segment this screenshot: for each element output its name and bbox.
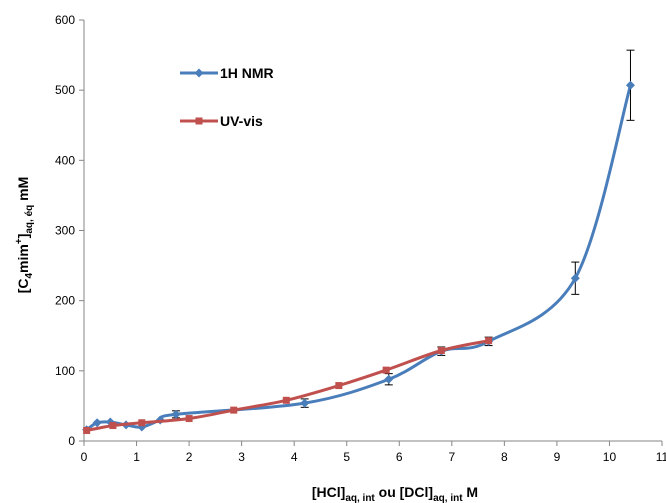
data-point	[437, 346, 445, 354]
series-nmr	[82, 49, 635, 435]
series-line	[85, 339, 491, 432]
x-tick-label: 0	[81, 450, 88, 464]
legend-label: UV-vis	[220, 113, 263, 129]
x-tick-label: 10	[603, 450, 617, 464]
legend-item: 1H NMR	[180, 65, 274, 81]
x-tick-label: 5	[343, 450, 350, 464]
data-point	[335, 382, 343, 390]
x-tick-label: 2	[186, 450, 193, 464]
legend-label: 1H NMR	[220, 65, 274, 81]
data-point	[83, 426, 91, 434]
y-tick-label: 500	[55, 83, 75, 97]
y-axis-title-group: [C4mim+]aq, éq mM	[14, 177, 35, 294]
legend-item: UV-vis	[180, 113, 263, 129]
data-point	[570, 273, 580, 283]
x-tick-label: 1	[133, 450, 140, 464]
data-point	[230, 406, 238, 414]
data-point	[171, 409, 181, 419]
x-tick-label: 11	[656, 450, 666, 464]
data-point	[485, 337, 493, 345]
legend: 1H NMR UV-vis	[180, 65, 274, 129]
data-point	[382, 366, 390, 374]
y-tick-label: 200	[55, 294, 75, 308]
y-tick-label: 600	[55, 13, 75, 27]
data-point	[109, 422, 117, 430]
data-point	[185, 415, 193, 423]
y-tick-label: 400	[55, 153, 75, 167]
x-tick-label: 8	[501, 450, 508, 464]
y-tick-label: 300	[55, 224, 75, 238]
x-tick-label: 3	[238, 450, 245, 464]
series-layer	[82, 49, 635, 435]
data-point	[282, 396, 290, 404]
x-axis-title: [HCl]aq, int ou [DCl]aq, int M	[312, 484, 478, 503]
x-tick-label: 9	[554, 450, 561, 464]
x-tick-label: 7	[448, 450, 455, 464]
x-tick-label: 4	[291, 450, 298, 464]
data-point	[300, 398, 310, 408]
y-axis-title: [C4mim+]aq, éq mM	[14, 177, 35, 294]
x-axis-title-group: [HCl]aq, int ou [DCl]aq, int M	[312, 484, 478, 503]
data-point	[625, 80, 635, 90]
data-point	[138, 419, 146, 427]
series-uv-vis	[83, 337, 493, 434]
legend-swatch-marker	[195, 117, 203, 125]
legend-swatch-marker	[194, 68, 204, 78]
data-point	[384, 374, 394, 384]
data-point	[92, 418, 102, 428]
x-tick-label: 6	[396, 450, 403, 464]
axes: 0 100 200 300 400 500 600 0 1 2 3 4 5 6 7 8 9 10 11	[55, 13, 666, 464]
y-tick-label: 100	[55, 364, 75, 378]
y-tick-label: 0	[68, 434, 75, 448]
